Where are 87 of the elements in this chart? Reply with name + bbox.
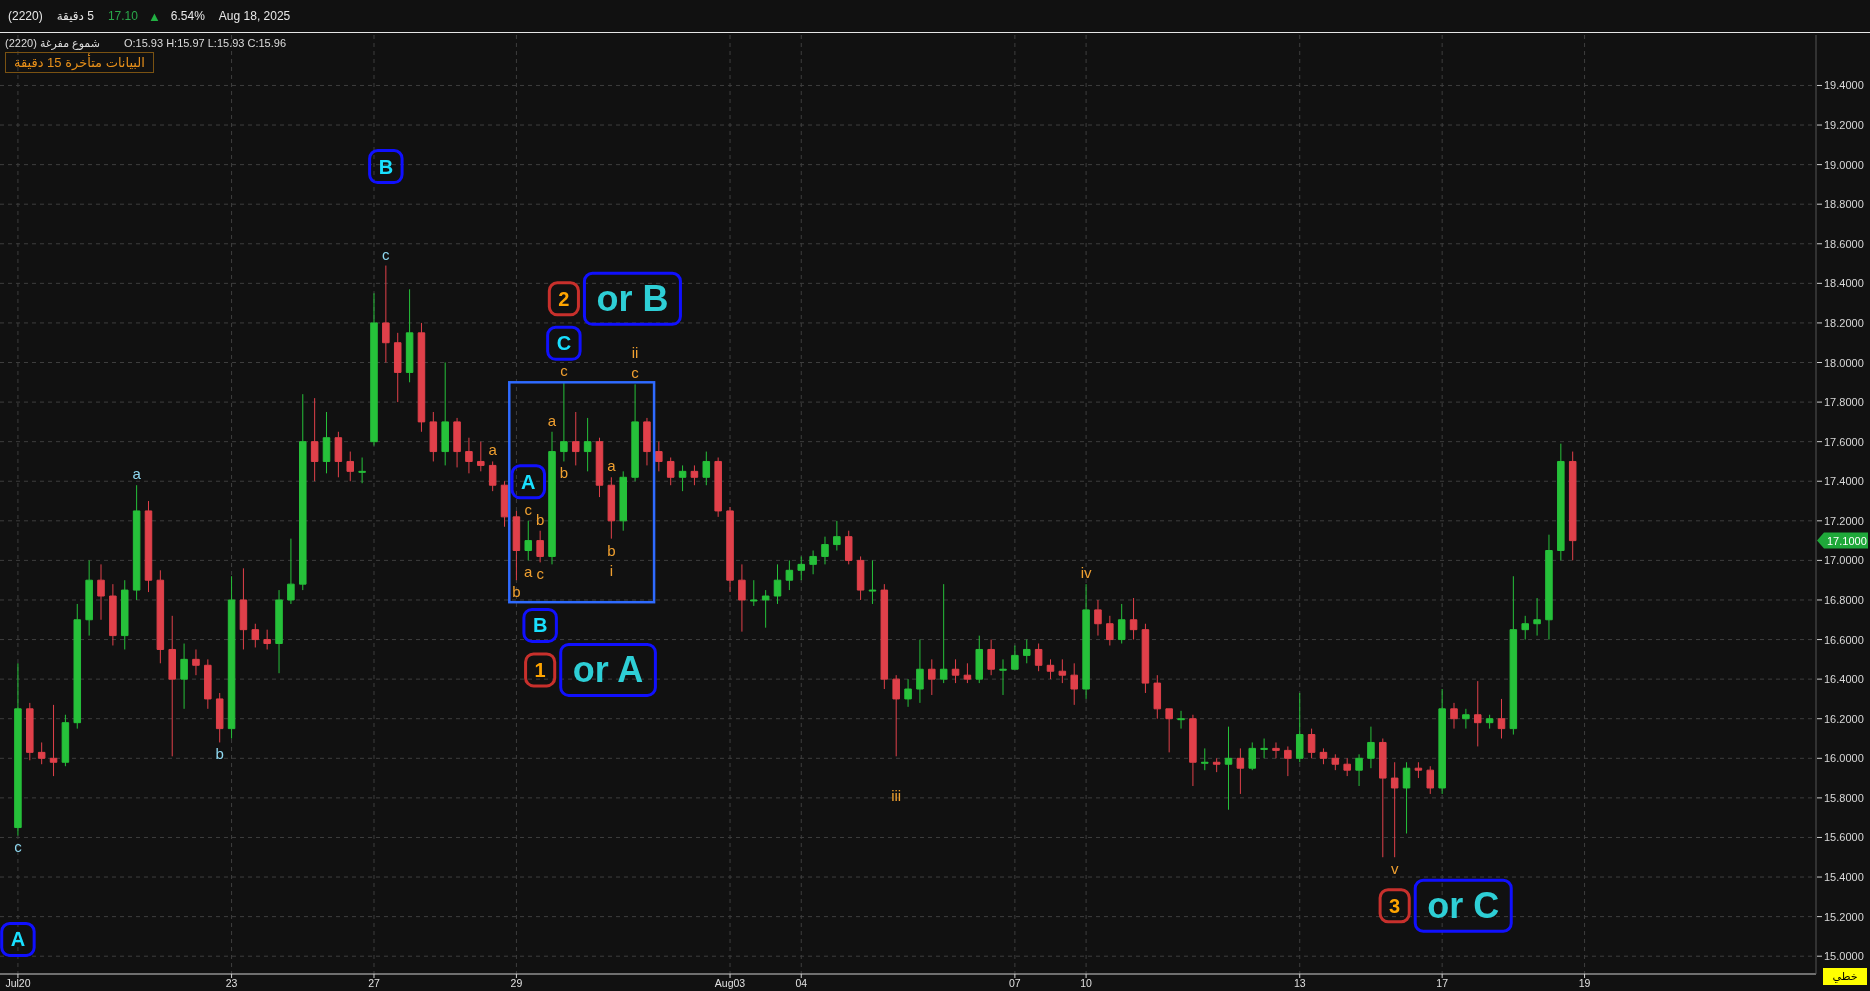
- wave-label: b: [215, 745, 224, 763]
- annotation: 2: [558, 287, 570, 310]
- wave-label: 3: [1378, 888, 1411, 924]
- wave-label: i: [609, 561, 614, 579]
- wave-label: v: [1390, 860, 1399, 878]
- annotation: or B: [596, 278, 669, 320]
- wave-label: c: [524, 500, 533, 518]
- wave-label: 1: [524, 652, 557, 688]
- wave-label: iv: [1080, 564, 1092, 582]
- wave-label: ii: [631, 344, 639, 362]
- wave-label: or B: [582, 271, 682, 326]
- wave-label: B: [368, 149, 404, 185]
- y-tick-label: 16.6000: [1824, 633, 1864, 646]
- wave-label: A: [0, 922, 36, 957]
- y-tick-label: 17.4000: [1824, 475, 1864, 488]
- y-tick-label: 16.4000: [1824, 673, 1864, 686]
- annotation: C: [556, 332, 572, 355]
- x-tick-label: 27: [368, 977, 380, 989]
- wave-label: 2: [547, 281, 580, 317]
- y-tick-label: 15.8000: [1824, 791, 1864, 804]
- wave-label: b: [535, 510, 545, 528]
- x-tick-label: 13: [1293, 977, 1306, 989]
- y-tick-label: 19.0000: [1824, 158, 1864, 171]
- text: 17.10: [107, 9, 138, 23]
- x-tick-label: 07: [1009, 977, 1021, 989]
- wave-label: a: [607, 457, 616, 475]
- text: 6.54%: [170, 9, 205, 23]
- y-tick-label: 18.8000: [1824, 198, 1864, 211]
- y-tick-label: 17.6000: [1824, 435, 1864, 448]
- wave-label: c: [631, 364, 639, 382]
- x-tick-label: 23: [225, 977, 238, 989]
- annotation: B: [378, 155, 394, 178]
- x-tick-label: 29: [510, 977, 523, 989]
- wave-label: B: [522, 607, 558, 643]
- wave-label: or C: [1413, 878, 1513, 933]
- y-tick-label: 15.2000: [1824, 910, 1864, 923]
- wave-label: iii: [891, 787, 902, 805]
- wave-label: C: [546, 325, 582, 361]
- x-tick-label: Aug03: [714, 977, 746, 989]
- y-tick-label: 19.2000: [1824, 119, 1864, 132]
- wave-label: a: [524, 563, 533, 581]
- chart-subtitle: شموع مفرغة (2220): [5, 36, 100, 50]
- wave-label: a: [488, 441, 497, 459]
- y-tick-label: 18.4000: [1824, 277, 1864, 290]
- wave-label: b: [512, 583, 521, 601]
- chart-title: (2220): [8, 9, 43, 23]
- y-tick-label: 19.4000: [1824, 79, 1864, 92]
- y-tick-label: 18.2000: [1824, 316, 1864, 329]
- annotation: or A: [572, 649, 644, 691]
- y-tick-label: 15.6000: [1824, 831, 1864, 844]
- x-tick-label: 19: [1578, 977, 1591, 989]
- annotation: B: [532, 614, 548, 637]
- wave-label: c: [382, 245, 390, 263]
- y-tick-label: 16.0000: [1824, 752, 1864, 765]
- y-tick-label: 16.8000: [1824, 593, 1864, 606]
- annotation: البيانات متأخرة 15 دقيقة: [5, 52, 154, 73]
- wave-label: a: [547, 411, 557, 429]
- text: خطي: [1823, 968, 1867, 985]
- annotation: A: [521, 470, 536, 493]
- wave-label: A: [510, 464, 546, 500]
- y-tick-label: 18.6000: [1824, 237, 1864, 250]
- y-tick-label: 17.2000: [1824, 514, 1864, 527]
- wave-label: b: [607, 541, 616, 559]
- text: ▲: [147, 8, 161, 24]
- wave-label: a: [132, 465, 141, 483]
- y-tick-label: 18.0000: [1824, 356, 1864, 369]
- annotation: A: [10, 928, 26, 951]
- text: 5 دقيقة: [56, 9, 94, 23]
- y-tick-label: 17.8000: [1824, 396, 1864, 409]
- y-tick-label: 15.0000: [1824, 950, 1864, 963]
- x-tick-label: 17: [1436, 977, 1449, 989]
- wave-label: c: [536, 565, 544, 583]
- y-tick-label: 17.0000: [1824, 554, 1864, 567]
- annotation: O:15.93 H:15.97 L:15.93 C:15.96: [123, 37, 286, 49]
- y-tick-label: 15.4000: [1824, 871, 1864, 884]
- wave-label: c: [14, 838, 22, 856]
- annotation: 3: [1389, 894, 1401, 917]
- x-tick-label: 04: [795, 977, 808, 989]
- wave-label: c: [560, 362, 568, 380]
- y-tick-label: 16.2000: [1824, 712, 1864, 725]
- annotation: 1: [534, 658, 546, 681]
- text: Aug 18, 2025: [218, 9, 291, 23]
- x-tick-label: 10: [1080, 977, 1093, 989]
- wave-label: b: [559, 464, 569, 482]
- wave-label: or A: [559, 642, 657, 697]
- x-tick-label: Jul20: [5, 977, 31, 989]
- annotation: or C: [1427, 885, 1500, 927]
